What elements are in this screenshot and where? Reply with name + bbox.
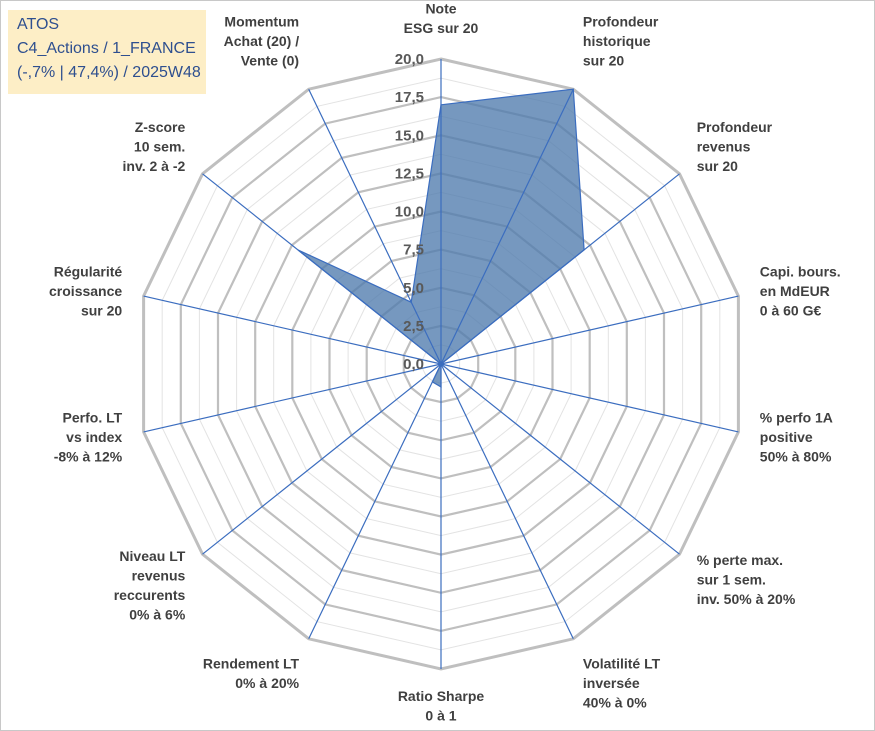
axis-labels: Note ESG sur 20 Profondeur historique sur 20…: [49, 1, 841, 724]
axis-label-line: sur 20: [583, 52, 624, 68]
axis-label-line: ESG sur 20: [404, 20, 479, 36]
axis-label-line: Capi. bours.: [760, 264, 841, 280]
axis-label-line: inv. 50% à 20%: [697, 591, 796, 607]
axis-label: Niveau LT revenus reccurents 0% à 6%: [114, 548, 186, 623]
axis-label: Ratio Sharpe 0 à 1: [398, 688, 485, 724]
axis-label-line: Volatilité LT: [583, 656, 661, 672]
radar-spoke: [440, 363, 680, 555]
axis-label: Z-score 10 sem. inv. 2 à -2: [123, 119, 186, 174]
axis-label-line: Note: [425, 1, 456, 17]
radial-tick-labels: 0,0 2,5 5,0 7,5 10,0 12,5 15,0 17,5 20,0: [395, 51, 424, 373]
axis-label-line: 50% à 80%: [760, 448, 832, 464]
tick-label: 5,0: [403, 280, 424, 297]
axis-label-line: croissance: [49, 283, 122, 299]
axis-label-line: Perfo. LT: [63, 409, 123, 425]
tick-label: 10,0: [395, 204, 424, 221]
radar-spoke: [202, 363, 442, 555]
axis-label-line: historique: [583, 33, 651, 49]
axis-label: Note ESG sur 20: [404, 1, 479, 37]
info-box: ATOS C4_Actions / 1_FRANCE (-,7% | 47,4%…: [8, 10, 206, 94]
axis-label: Perfo. LT vs index -8% à 12%: [54, 409, 123, 464]
axis-label: Rendement LT 0% à 20%: [203, 656, 300, 692]
axis-label: Profondeur historique sur 20: [583, 13, 659, 68]
radar-spoke: [440, 363, 739, 433]
radar-spoke: [308, 88, 442, 365]
axis-label-line: Profondeur: [583, 13, 659, 29]
period-label: (-,7% | 47,4%) / 2025W48: [17, 64, 201, 81]
axis-label-line: -8% à 12%: [54, 448, 123, 464]
radar-spoke: [440, 295, 739, 365]
axis-label-line: revenus: [697, 139, 751, 155]
axis-label-line: 0% à 20%: [235, 675, 299, 691]
axis-label: Profondeur revenus sur 20: [697, 119, 773, 174]
tick-label: 15,0: [395, 127, 424, 144]
axis-label: % perte max. sur 1 sem. inv. 50% à 20%: [697, 552, 796, 607]
axis-label-line: 10 sem.: [134, 139, 185, 155]
company-name: ATOS: [17, 16, 60, 33]
radar-spoke: [440, 88, 574, 365]
axis-label-line: inversée: [583, 675, 640, 691]
axis-label-line: 40% à 0%: [583, 695, 647, 711]
axis-label-line: Achat (20) /: [224, 33, 300, 49]
axis-label-line: Vente (0): [241, 52, 299, 68]
axis-label-line: positive: [760, 429, 813, 445]
axis-label: % perfo 1A positive 50% à 80%: [760, 409, 833, 464]
radar-spokes: [143, 59, 739, 669]
axis-label-line: inv. 2 à -2: [123, 158, 186, 174]
axis-label-line: Profondeur: [697, 119, 773, 135]
axis-label-line: sur 20: [81, 303, 122, 319]
radar-spoke: [143, 295, 442, 365]
tick-label: 12,5: [395, 165, 424, 182]
axis-label: Momentum Achat (20) / Vente (0): [224, 13, 300, 68]
axis-label: Régularité croissance sur 20: [49, 264, 122, 319]
axis-label-line: % perfo 1A: [760, 409, 833, 425]
tick-label: 7,5: [403, 242, 424, 259]
axis-label-line: Rendement LT: [203, 656, 300, 672]
axis-label-line: en MdEUR: [760, 283, 830, 299]
axis-label: Capi. bours. en MdEUR 0 à 60 G€: [760, 264, 841, 319]
radar-spoke: [308, 363, 442, 640]
axis-label-line: 0% à 6%: [129, 607, 186, 623]
radar-spoke: [143, 363, 442, 433]
axis-label-line: 0 à 60 G€: [760, 303, 822, 319]
tick-label: 2,5: [403, 318, 424, 335]
axis-label-line: reccurents: [114, 587, 186, 603]
axis-label: Volatilité LT inversée 40% à 0%: [583, 656, 661, 711]
axis-label-line: sur 20: [697, 158, 738, 174]
tick-label: 0,0: [403, 356, 424, 373]
axis-label-line: Momentum: [224, 13, 299, 29]
axis-label-line: sur 1 sem.: [697, 572, 766, 588]
axis-label-line: Ratio Sharpe: [398, 688, 485, 704]
tick-label: 17,5: [395, 89, 424, 106]
axis-label-line: Z-score: [135, 119, 186, 135]
tick-label: 20,0: [395, 51, 424, 68]
axis-label-line: 0 à 1: [425, 708, 456, 724]
category-label: C4_Actions / 1_FRANCE: [17, 40, 196, 57]
axis-label-line: Niveau LT: [119, 548, 185, 564]
axis-label-line: revenus: [132, 568, 186, 584]
radar-spoke: [440, 363, 574, 640]
radar-spoke: [202, 173, 442, 365]
axis-label-line: Régularité: [54, 264, 123, 280]
radar-spoke: [440, 173, 680, 365]
axis-label-line: % perte max.: [697, 552, 783, 568]
axis-label-line: vs index: [66, 429, 122, 445]
